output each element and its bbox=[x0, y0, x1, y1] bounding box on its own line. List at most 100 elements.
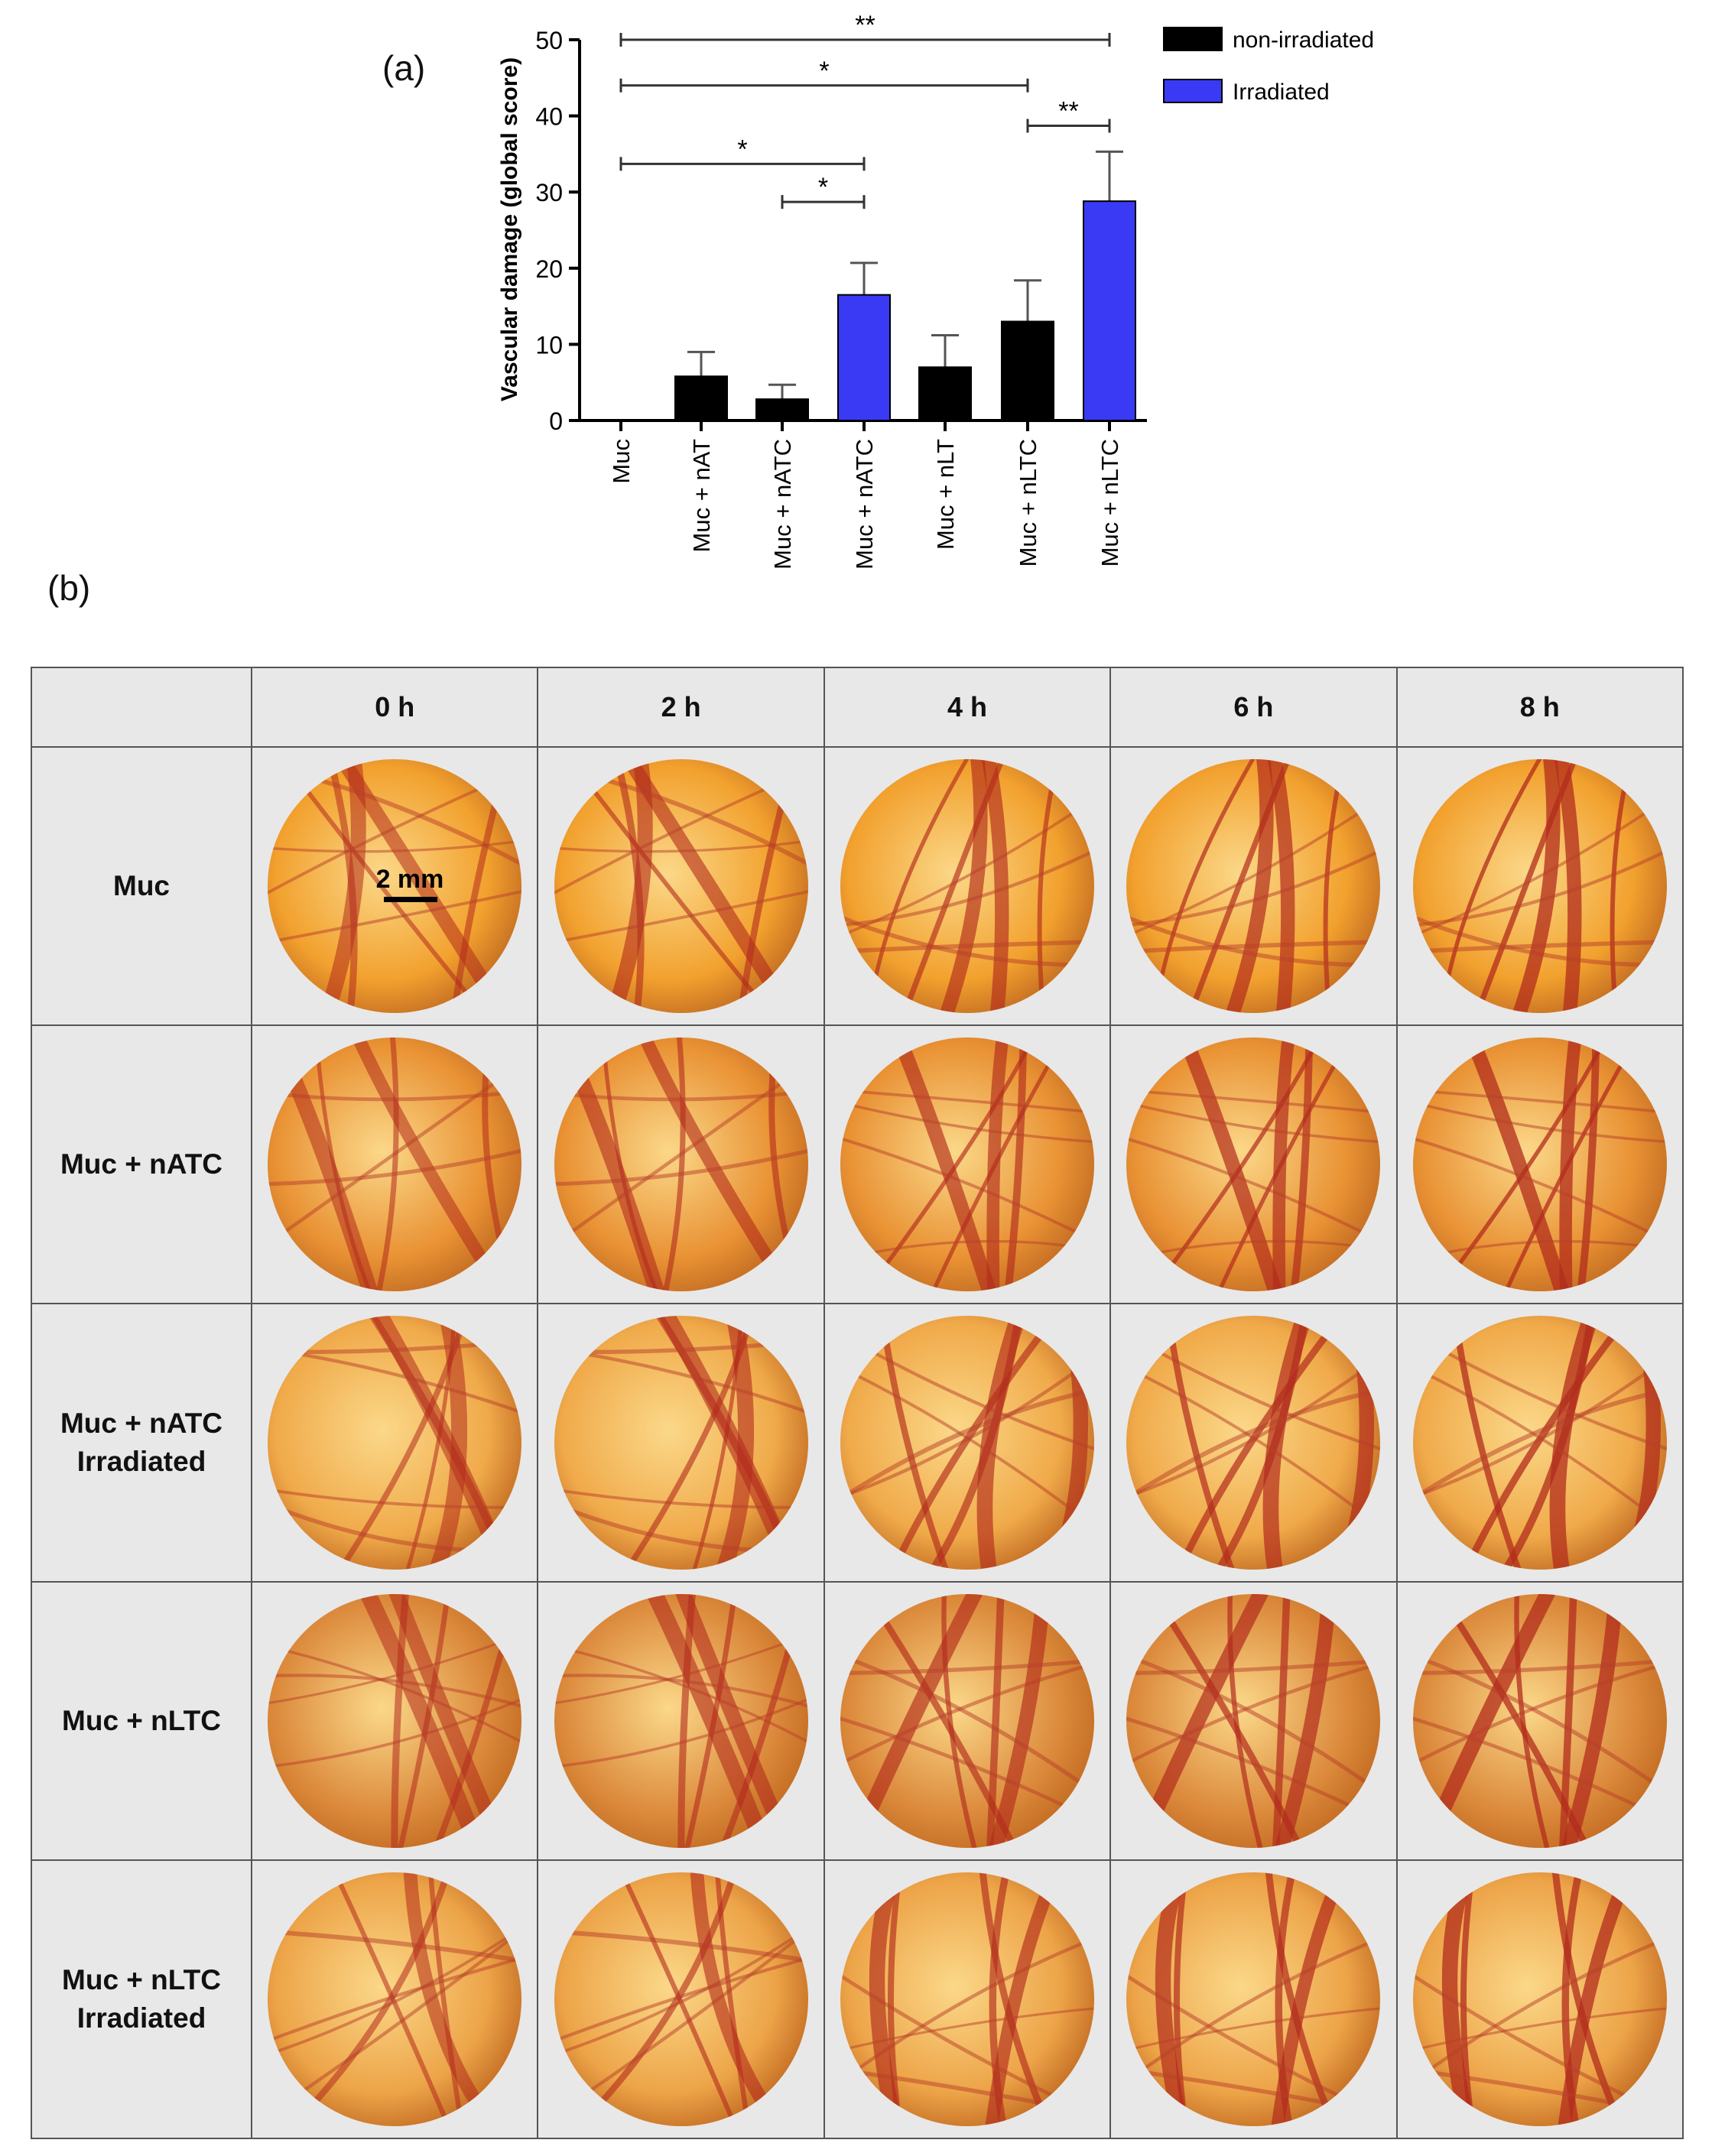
micrograph-image bbox=[268, 1316, 522, 1570]
micrograph-cell bbox=[823, 746, 1112, 1026]
capillary bbox=[554, 1641, 808, 1753]
micrograph-image bbox=[1412, 1872, 1667, 2126]
blood-vessel bbox=[351, 1594, 494, 1848]
row-label-line: Irradiated bbox=[76, 2002, 206, 2034]
blood-vessel bbox=[1272, 1037, 1298, 1291]
legend-swatch bbox=[1163, 27, 1223, 51]
capillary bbox=[840, 1132, 1094, 1252]
capillary bbox=[840, 839, 1094, 929]
panel-a-label: (a) bbox=[382, 48, 426, 88]
row-label-line: Muc + nATC bbox=[60, 1148, 223, 1180]
time-header-8h: 8 h bbox=[1395, 667, 1684, 748]
membrane-disc bbox=[840, 759, 1094, 1013]
blood-vessel bbox=[325, 1316, 474, 1570]
table-row: Muc + nATC bbox=[31, 1024, 1684, 1304]
blood-vessel bbox=[394, 1594, 453, 1848]
y-tick-label: 0 bbox=[549, 407, 563, 435]
capillary bbox=[840, 1096, 1094, 1145]
capillary bbox=[554, 1485, 808, 1509]
x-tick-label: Muc + nLT bbox=[932, 439, 959, 550]
capillary bbox=[1412, 939, 1667, 955]
blood-vessel bbox=[322, 759, 358, 1013]
capillary bbox=[1126, 1647, 1381, 1808]
capillary bbox=[840, 939, 1094, 955]
row-label: Muc + nLTC bbox=[31, 1581, 252, 1861]
micrograph-image bbox=[268, 1872, 522, 2126]
corner-cell bbox=[31, 667, 252, 748]
capillary bbox=[554, 837, 808, 853]
blood-vessel bbox=[686, 1316, 745, 1570]
capillary bbox=[554, 1690, 808, 1771]
micrograph-image bbox=[1126, 1594, 1381, 1848]
micrograph-image bbox=[840, 1594, 1094, 1848]
capillary bbox=[840, 1930, 1094, 2097]
blood-vessel bbox=[1514, 1594, 1554, 1848]
capillary bbox=[1126, 1657, 1381, 1676]
micrograph-image bbox=[554, 1594, 808, 1848]
capillary bbox=[268, 1641, 522, 1753]
micrograph-cell bbox=[1109, 1859, 1398, 2139]
capillary bbox=[268, 1928, 522, 1966]
micrograph-image bbox=[1126, 1037, 1381, 1291]
micrograph-cell bbox=[537, 746, 825, 1026]
blood-vessel bbox=[391, 1594, 411, 1848]
blood-vessel bbox=[1181, 759, 1298, 1013]
capillary bbox=[268, 1690, 522, 1771]
table-row: Muc + nATC Irradiated bbox=[31, 1303, 1684, 1583]
capillary bbox=[1412, 1096, 1667, 1145]
capillary bbox=[1126, 1357, 1381, 1543]
blood-vessel bbox=[978, 759, 1009, 1013]
capillary bbox=[1126, 1096, 1381, 1145]
micrograph-cell bbox=[1395, 1303, 1684, 1583]
blood-vessel bbox=[941, 1594, 982, 1848]
blood-vessel bbox=[1558, 1594, 1578, 1848]
micrograph-image bbox=[1412, 1316, 1667, 1570]
blood-vessel bbox=[1467, 759, 1585, 1013]
micrograph-cell bbox=[1395, 1581, 1684, 1861]
row-label: Muc + nLTC Irradiated bbox=[31, 1859, 252, 2139]
micrograph-cell bbox=[537, 1859, 825, 2139]
micrograph-cell bbox=[250, 1581, 539, 1861]
y-axis-label: Vascular damage (global score) bbox=[497, 57, 522, 401]
micrograph-cell bbox=[537, 1581, 825, 1861]
blood-vessel bbox=[1002, 1037, 1028, 1291]
capillary bbox=[554, 1144, 808, 1187]
capillary bbox=[1126, 839, 1381, 929]
capillary bbox=[268, 1914, 522, 2062]
blood-vessel bbox=[658, 1037, 686, 1291]
blood-vessel bbox=[895, 759, 1012, 1013]
micrograph-image bbox=[1126, 1872, 1381, 2126]
capillary bbox=[1412, 1657, 1667, 1775]
capillary bbox=[1412, 1132, 1667, 1252]
capillary bbox=[1126, 2005, 1381, 2056]
micrograph-image bbox=[554, 759, 808, 1013]
capillary bbox=[268, 1674, 522, 1713]
blood-vessel bbox=[608, 759, 645, 1013]
micrograph-cell: 2 mm bbox=[250, 746, 539, 1026]
row-label: Muc bbox=[31, 746, 252, 1026]
micrograph-cell bbox=[1109, 746, 1398, 1026]
blood-vessel bbox=[1561, 1872, 1587, 2126]
capillary bbox=[1412, 1384, 1667, 1514]
time-header-4h: 4 h bbox=[823, 667, 1112, 748]
capillary bbox=[268, 1951, 522, 2050]
bar bbox=[755, 398, 809, 421]
capillary bbox=[1126, 1930, 1381, 2097]
capillary bbox=[840, 2005, 1094, 2056]
blood-vessel bbox=[1288, 1037, 1314, 1291]
x-tick-label: Muc + nATC bbox=[851, 439, 878, 570]
scale-bar-label: 2 mm bbox=[376, 865, 444, 894]
y-tick-label: 50 bbox=[535, 27, 563, 54]
table-header-row: 0 h 2 h 4 h 6 h 8 h bbox=[31, 667, 1684, 748]
capillary bbox=[840, 1657, 1094, 1775]
capillary bbox=[1412, 1657, 1667, 1676]
blood-vessel bbox=[1220, 759, 1274, 1013]
legend-label: non-irradiated bbox=[1233, 28, 1374, 53]
micrograph-image bbox=[1412, 759, 1667, 1013]
micrograph-cell bbox=[823, 1024, 1112, 1304]
table-row: Muc + nLTC Irradiated bbox=[31, 1859, 1684, 2139]
row-label: Muc + nATC bbox=[31, 1024, 252, 1304]
micrograph-cell bbox=[823, 1859, 1112, 2139]
capillary bbox=[1126, 939, 1381, 955]
